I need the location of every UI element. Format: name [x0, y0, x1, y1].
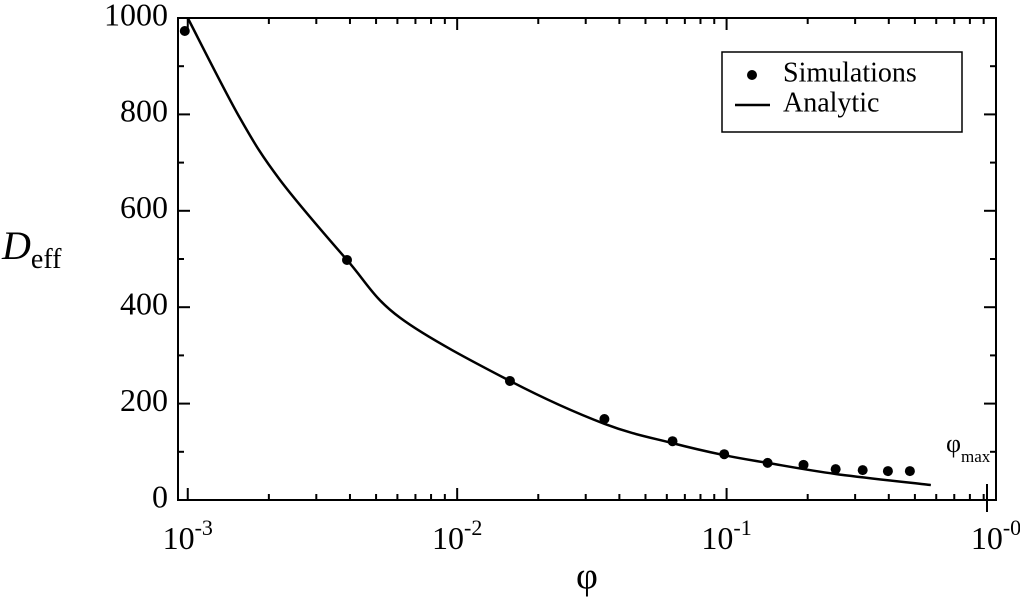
- y-tick-label: 1000: [104, 0, 168, 32]
- y-label-sub: eff: [31, 244, 62, 275]
- data-point: [179, 26, 190, 37]
- legend-marker: [747, 70, 757, 80]
- x-tick-base: 10: [971, 520, 1003, 556]
- x-tick-label: 10-2: [432, 515, 482, 556]
- x-tick-exp: -3: [195, 515, 213, 540]
- data-point: [904, 466, 915, 477]
- x-tick-exp: -0: [1003, 515, 1020, 540]
- data-point: [882, 466, 893, 477]
- legend-label: Simulations: [783, 57, 917, 88]
- x-tick-label: 10-1: [701, 515, 751, 556]
- annotation-main: φ: [946, 429, 961, 458]
- x-tick-base: 10: [701, 520, 733, 556]
- x-axis-label: φ: [576, 556, 598, 598]
- y-tick-label: 200: [120, 382, 168, 418]
- y-tick-label: 400: [120, 286, 168, 322]
- annotation: φmax: [946, 429, 991, 466]
- x-tick-label: 10-0: [971, 515, 1020, 556]
- y-axis-label: Deff: [1, 223, 62, 275]
- legend-box: [721, 51, 963, 133]
- data-point: [798, 459, 809, 470]
- x-tick-exp: -2: [464, 515, 482, 540]
- y-tick-label: 800: [120, 93, 168, 129]
- data-point: [857, 465, 868, 476]
- y-tick-label: 600: [120, 189, 168, 225]
- annotation-sub: max: [961, 447, 991, 466]
- legend-label: Analytic: [783, 87, 879, 118]
- x-tick-label: 10-3: [163, 515, 213, 556]
- y-tick-label: 0: [152, 478, 168, 514]
- data-point: [830, 464, 841, 475]
- x-tick-base: 10: [163, 520, 195, 556]
- x-tick-exp: -1: [733, 515, 751, 540]
- analytic-line: [186, 17, 931, 487]
- data-point: [599, 414, 610, 425]
- y-label-main: D: [1, 223, 31, 268]
- x-tick-base: 10: [432, 520, 464, 556]
